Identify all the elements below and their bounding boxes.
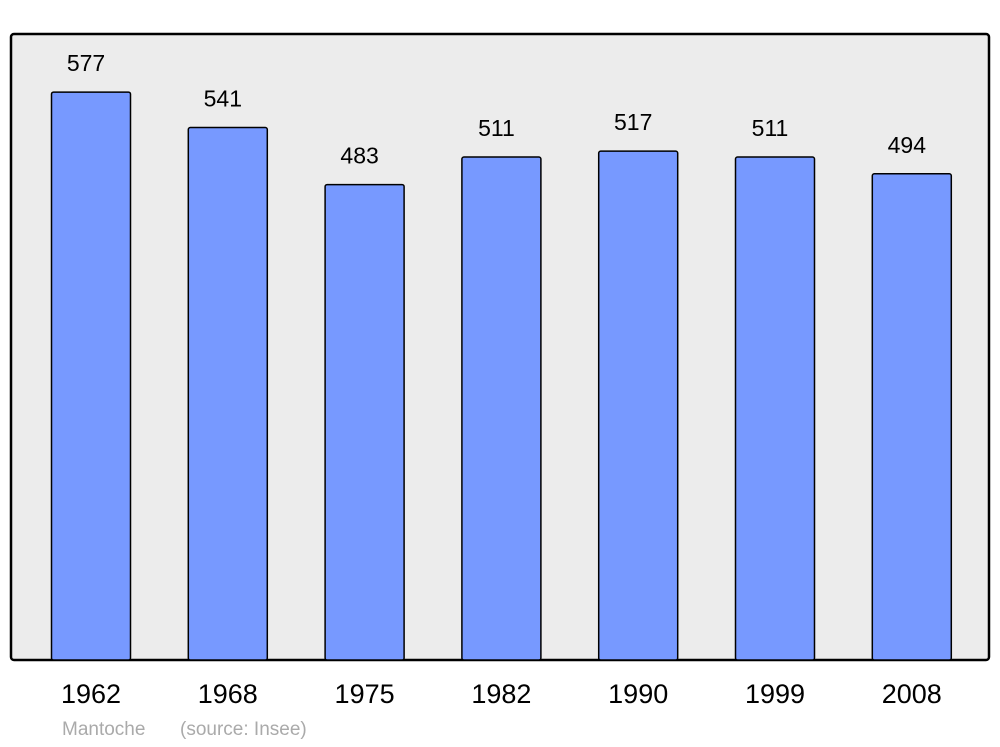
x-tick-label: 1999	[745, 679, 805, 709]
value-label: 511	[752, 115, 789, 141]
x-tick-label: 1975	[335, 679, 395, 709]
x-tick-label: 2008	[882, 679, 942, 709]
bar	[461, 156, 542, 661]
x-tick-label: 1990	[608, 679, 668, 709]
bar	[50, 91, 132, 661]
bar	[187, 126, 269, 661]
value-label: 511	[478, 115, 515, 141]
x-tick-label: 1968	[198, 679, 258, 709]
bar	[871, 173, 953, 661]
value-label: 517	[614, 109, 652, 135]
credit-source: (source: Insee)	[180, 719, 307, 740]
x-tick-label: 1982	[471, 679, 531, 709]
bar	[324, 183, 405, 661]
value-label: 577	[67, 50, 105, 76]
credit-author: Mantoche	[62, 719, 145, 740]
x-tick-label: 1962	[61, 679, 121, 709]
bar	[597, 150, 679, 661]
bar	[734, 156, 816, 661]
value-label: 541	[204, 86, 242, 112]
value-label: 494	[888, 132, 927, 158]
value-label: 483	[340, 143, 378, 169]
